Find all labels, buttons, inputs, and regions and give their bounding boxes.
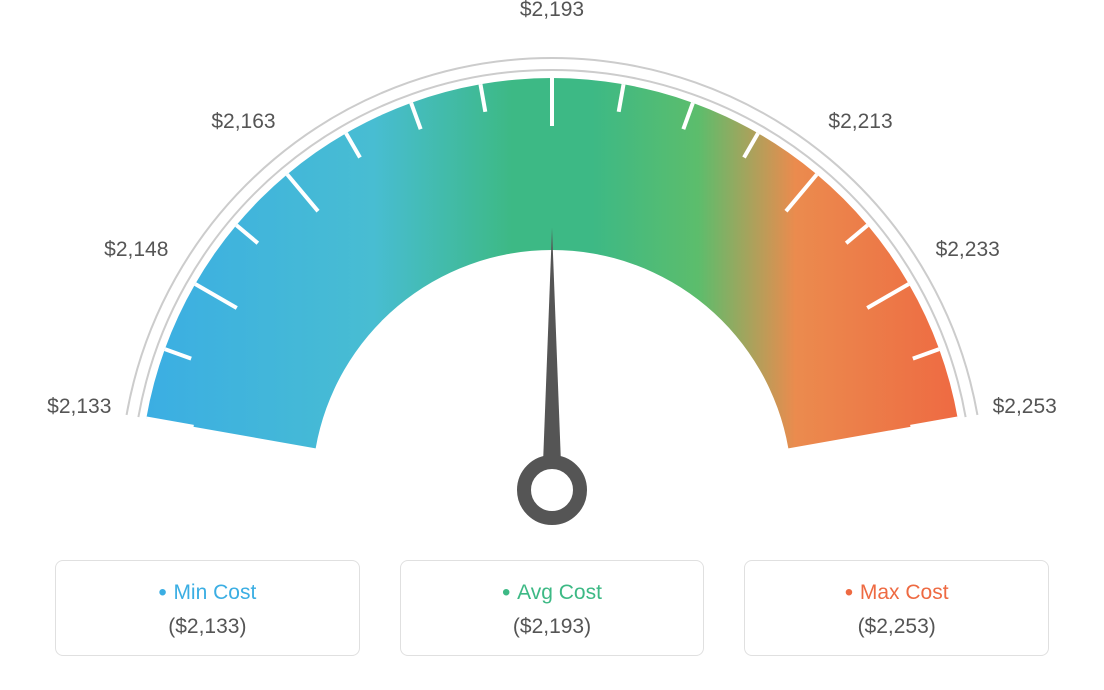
gauge-tick-label: $2,133	[47, 395, 111, 419]
gauge-tick-label: $2,193	[520, 0, 584, 22]
legend-title-avg: Avg Cost	[411, 579, 694, 607]
legend-card-max: Max Cost ($2,253)	[744, 560, 1049, 656]
gauge-chart: $2,133 $2,148 $2,163 $2,193 $2,213 $2,233 $2,2…	[0, 0, 1104, 560]
gauge-tick-label: $2,163	[211, 110, 275, 134]
legend-title-max: Max Cost	[755, 579, 1038, 607]
gauge-svg	[0, 0, 1104, 560]
legend-value-avg: ($2,193)	[411, 615, 694, 639]
gauge-needle	[542, 228, 562, 490]
legend-value-min: ($2,133)	[66, 615, 349, 639]
gauge-tick-label: $2,213	[828, 110, 892, 134]
gauge-needle-hub	[524, 462, 580, 518]
legend-card-avg: Avg Cost ($2,193)	[400, 560, 705, 656]
gauge-tick-label: $2,233	[936, 238, 1000, 262]
legend-card-min: Min Cost ($2,133)	[55, 560, 360, 656]
legend-row: Min Cost ($2,133) Avg Cost ($2,193) Max Cost…	[0, 560, 1104, 676]
legend-title-min: Min Cost	[66, 579, 349, 607]
gauge-tick-label: $2,148	[104, 238, 168, 262]
gauge-tick-label: $2,253	[993, 395, 1057, 419]
legend-value-max: ($2,253)	[755, 615, 1038, 639]
